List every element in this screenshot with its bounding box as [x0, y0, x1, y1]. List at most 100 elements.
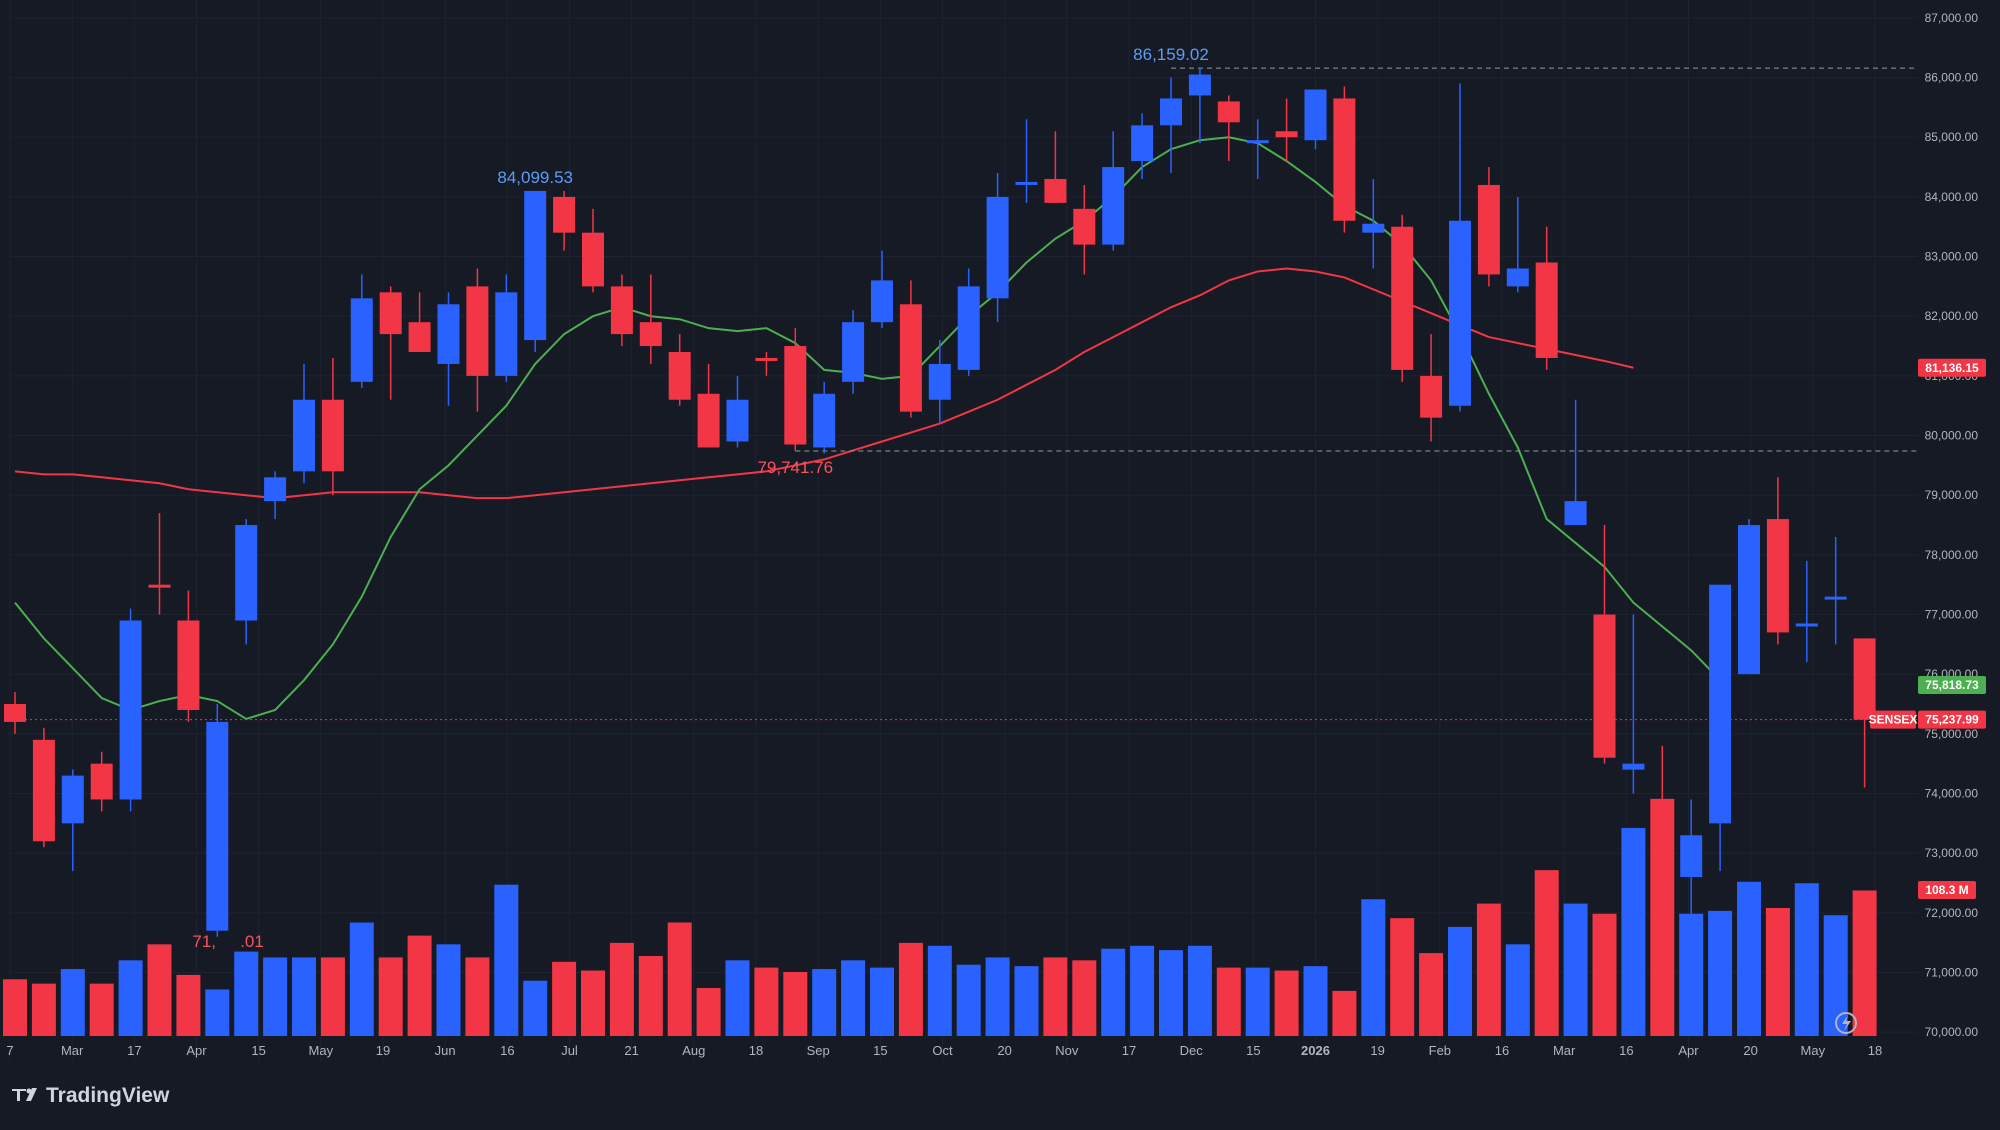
candle-body — [668, 352, 691, 400]
candle-body — [1420, 375, 1443, 418]
candle-body — [1766, 519, 1789, 633]
price-tick-label: 77,000.00 — [1925, 608, 1979, 622]
volume-bar — [581, 970, 605, 1036]
volume-bar — [667, 922, 692, 1036]
time-tick-label: Jul — [561, 1043, 578, 1058]
time-tick-label: 17 — [1122, 1043, 1136, 1058]
time-tick-label: 20 — [1743, 1043, 1757, 1058]
time-tick-label: 17 — [127, 1043, 141, 1058]
candle-body — [813, 393, 836, 448]
volume-bar — [1187, 945, 1212, 1036]
candle-body — [928, 363, 951, 400]
candle-body — [1160, 98, 1182, 126]
volume-bar — [60, 969, 85, 1036]
volume-bar — [1708, 910, 1733, 1036]
volume-bar — [494, 884, 519, 1036]
candle-body — [1709, 584, 1732, 824]
time-tick-label: 15 — [873, 1043, 887, 1058]
price-tick-label: 87,000.00 — [1925, 11, 1979, 25]
volume-bar — [1216, 967, 1241, 1036]
volume-bar — [523, 980, 548, 1036]
candle-body — [437, 304, 460, 364]
volume-bar — [609, 942, 634, 1036]
volume-bar — [1274, 970, 1299, 1036]
price-tick-label: 80,000.00 — [1925, 429, 1979, 443]
price-tick-label: 71,000.00 — [1925, 966, 1979, 980]
tradingview-logo[interactable]: TradingView — [12, 1084, 170, 1107]
volume-bar — [1332, 990, 1357, 1036]
volume-bar — [1072, 960, 1097, 1036]
candle-body — [1477, 184, 1500, 275]
volume-bar — [349, 922, 374, 1036]
time-tick-label: 16 — [500, 1043, 514, 1058]
candle-body — [553, 196, 576, 233]
volume-bar — [1737, 881, 1761, 1036]
price-tick-label: 73,000.00 — [1925, 846, 1979, 860]
candle-body — [871, 280, 893, 323]
volume-bar — [1043, 957, 1068, 1036]
volume-bar — [1014, 966, 1039, 1036]
volume-bar — [812, 969, 837, 1036]
candle-body — [1535, 262, 1558, 358]
volume-bar — [1419, 953, 1444, 1036]
candle-body — [177, 620, 200, 710]
candle-body — [32, 739, 55, 842]
candle-body — [1015, 181, 1038, 185]
volume-bar — [176, 974, 201, 1036]
candle-body — [697, 393, 720, 448]
candle-body — [1853, 638, 1876, 720]
volume-bar — [1563, 903, 1588, 1036]
candle-body — [90, 763, 113, 800]
candle-body — [1246, 140, 1269, 144]
price-tick-label: 83,000.00 — [1925, 250, 1979, 264]
time-tick-label: Aug — [682, 1043, 705, 1058]
candle-body — [495, 292, 518, 376]
price-axis[interactable]: 70,000.00 71,000.00 72,000.00 73,000.00 74,0… — [1925, 11, 1979, 1039]
volume-bars — [3, 798, 1877, 1036]
volume-bar — [1303, 966, 1328, 1036]
candle-body — [321, 399, 344, 472]
volume-bar — [1130, 945, 1155, 1036]
time-tick-label: 21 — [624, 1043, 638, 1058]
price-tick-label: 86,000.00 — [1925, 71, 1979, 85]
time-tick-label: 19 — [1370, 1043, 1384, 1058]
ma-fast-tag: 75,818.73 — [1925, 678, 1979, 692]
candle-body — [235, 525, 258, 621]
price-tick-label: 78,000.00 — [1925, 548, 1979, 562]
price-tick-label: 70,000.00 — [1925, 1025, 1979, 1039]
candle-body — [610, 286, 633, 335]
candle-body — [1506, 268, 1529, 287]
time-tick-label: 20 — [997, 1043, 1011, 1058]
volume-bar — [696, 987, 721, 1036]
candle-body — [148, 584, 171, 588]
candle-body — [293, 399, 315, 472]
volume-tag-bg — [1918, 881, 1976, 899]
candle-body — [61, 775, 84, 824]
volume-bar — [1592, 913, 1617, 1036]
candle-body — [755, 357, 778, 361]
ma-fast-tag-bg — [1918, 676, 1986, 695]
time-tick-label: 15 — [1246, 1043, 1260, 1058]
volume-bar — [783, 971, 808, 1036]
volume-tag: 108.3 M — [1925, 883, 1968, 897]
volume-bar — [638, 955, 663, 1036]
high-label: 86,159.02 — [1133, 45, 1209, 64]
reference-lines — [10, 67, 1918, 721]
volume-bar — [1534, 870, 1559, 1036]
volume-bar — [1390, 918, 1415, 1036]
candlesticks — [4, 68, 1876, 937]
candle-body — [408, 322, 431, 353]
candle-body — [524, 190, 547, 341]
volume-bar — [927, 945, 952, 1036]
watermark-lightning-icon[interactable] — [1835, 1012, 1857, 1034]
price-tick-label: 74,000.00 — [1925, 787, 1979, 801]
time-tick-label: Nov — [1055, 1043, 1079, 1058]
candle-body — [1622, 763, 1645, 770]
time-axis[interactable]: 7 Mar 17 Apr 15 May 19 Jun 16 Jul 21 Aug 18 Sep 15 Oct 2… — [6, 1043, 1882, 1058]
candle-body — [1362, 223, 1385, 233]
candle-body — [466, 286, 489, 376]
candle-body — [1680, 835, 1703, 878]
time-tick-label: Apr — [186, 1043, 207, 1058]
